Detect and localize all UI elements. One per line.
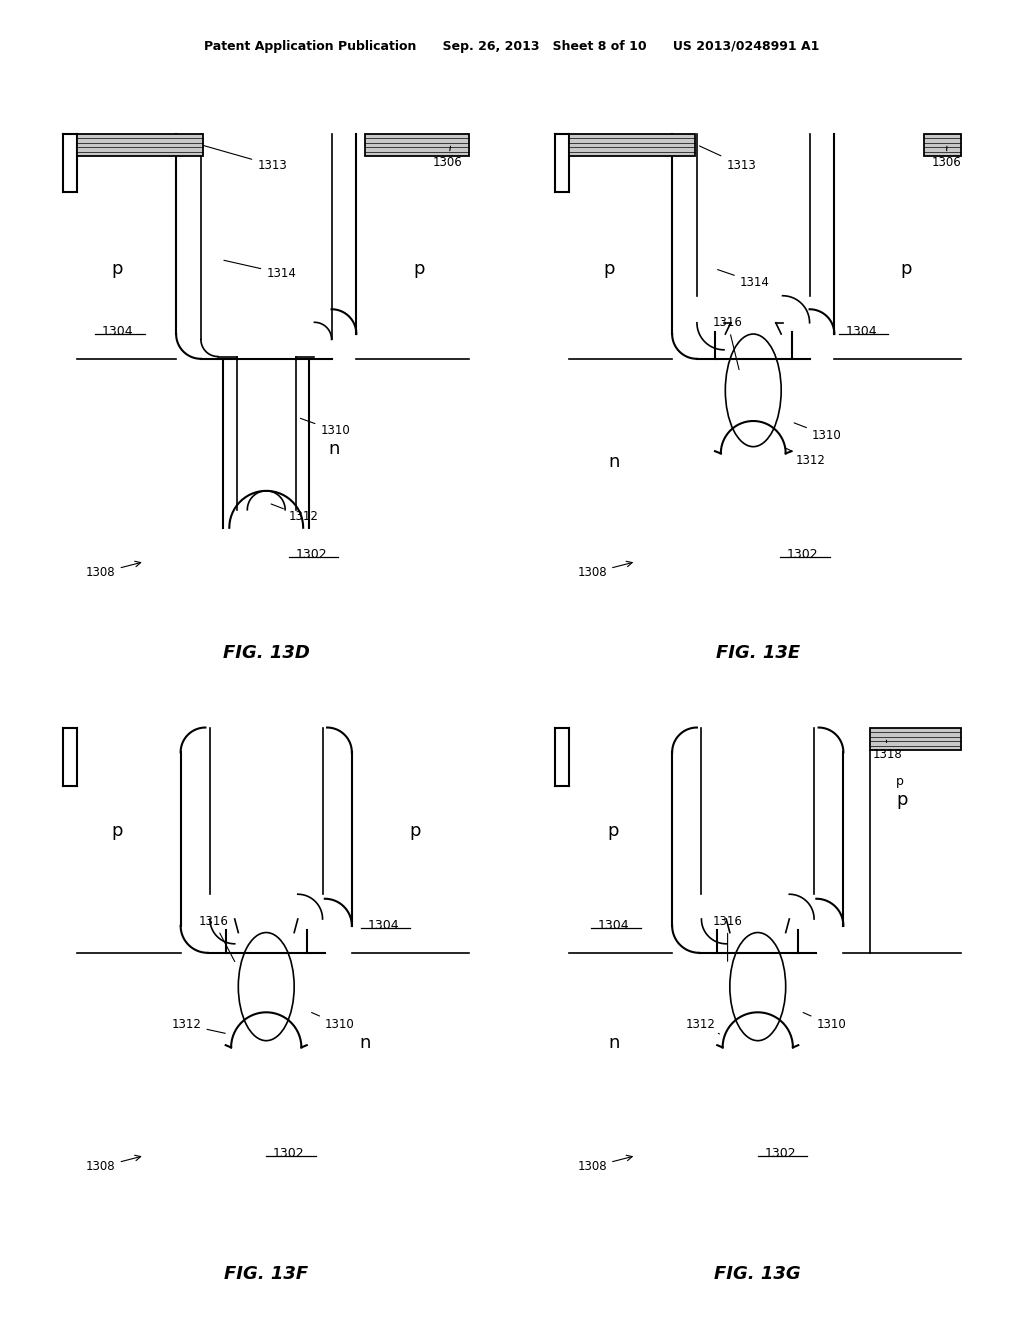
Text: Patent Application Publication      Sep. 26, 2013   Sheet 8 of 10      US 2013/0: Patent Application Publication Sep. 26, …: [205, 40, 819, 53]
Text: 1302: 1302: [787, 548, 818, 561]
Text: 1308: 1308: [86, 561, 140, 579]
Text: n: n: [359, 1034, 371, 1052]
Bar: [77, 133, 203, 156]
Text: p: p: [410, 822, 421, 840]
Text: 1304: 1304: [598, 919, 630, 932]
Text: 1316: 1316: [199, 915, 234, 961]
Text: 1310: 1310: [795, 422, 842, 442]
Text: n: n: [608, 1034, 620, 1052]
Text: 1310: 1310: [300, 418, 350, 437]
Text: 1313: 1313: [204, 145, 287, 172]
Bar: [568, 133, 694, 156]
Text: p: p: [896, 791, 907, 809]
Text: n: n: [608, 454, 620, 471]
Text: 1314: 1314: [718, 269, 770, 289]
Text: 1310: 1310: [311, 1012, 354, 1031]
Text: p: p: [603, 260, 614, 277]
Text: 1302: 1302: [273, 1147, 304, 1159]
Text: FIG. 13E: FIG. 13E: [716, 644, 800, 663]
Text: 1316: 1316: [713, 317, 742, 370]
Text: 1312: 1312: [271, 504, 318, 523]
Text: 1302: 1302: [765, 1147, 796, 1159]
Text: 1306: 1306: [931, 147, 961, 169]
Text: p: p: [901, 260, 912, 277]
Text: 1308: 1308: [578, 561, 632, 579]
Text: 1304: 1304: [101, 325, 133, 338]
Text: 1310: 1310: [803, 1012, 846, 1031]
Text: 1312: 1312: [686, 1019, 720, 1034]
Text: 1316: 1316: [713, 915, 742, 961]
Text: FIG. 13F: FIG. 13F: [224, 1265, 308, 1283]
Text: 1312: 1312: [172, 1019, 225, 1034]
Text: 1302: 1302: [296, 548, 327, 561]
Text: FIG. 13G: FIG. 13G: [715, 1265, 801, 1283]
Text: n: n: [328, 440, 340, 458]
Text: p: p: [112, 260, 123, 277]
Text: 1308: 1308: [578, 1155, 632, 1173]
Text: 1304: 1304: [846, 325, 878, 338]
Bar: [870, 727, 961, 750]
Text: p: p: [896, 775, 903, 788]
Bar: [366, 133, 469, 156]
Text: 1304: 1304: [368, 919, 399, 932]
Text: p: p: [414, 260, 425, 277]
Text: p: p: [112, 822, 123, 840]
Text: 1308: 1308: [86, 1155, 140, 1173]
Text: 1313: 1313: [699, 147, 756, 172]
Text: 1318: 1318: [872, 741, 902, 762]
Text: 1312: 1312: [785, 447, 826, 467]
Bar: [925, 133, 961, 156]
Text: FIG. 13D: FIG. 13D: [223, 644, 309, 663]
Text: 1306: 1306: [433, 147, 463, 169]
Text: 1314: 1314: [224, 260, 296, 280]
Text: p: p: [608, 822, 620, 840]
